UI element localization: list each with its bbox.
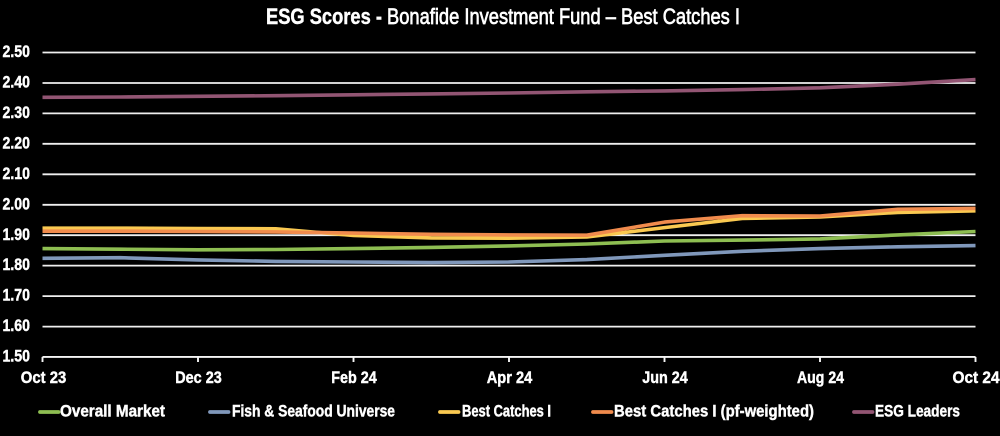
- svg-text:1.70: 1.70: [3, 286, 31, 305]
- svg-text:1.60: 1.60: [3, 316, 31, 335]
- svg-text:Apr 24: Apr 24: [487, 368, 533, 387]
- svg-text:1.90: 1.90: [3, 225, 31, 244]
- svg-text:Oct 24: Oct 24: [953, 368, 1000, 387]
- svg-text:Best Catches I (pf-weighted): Best Catches I (pf-weighted): [614, 402, 814, 420]
- svg-text:Overall Market: Overall Market: [60, 402, 165, 420]
- svg-text:Dec 23: Dec 23: [175, 368, 222, 387]
- svg-text:Best Catches I: Best Catches I: [462, 402, 551, 420]
- svg-text:2.20: 2.20: [3, 133, 31, 152]
- svg-text:ESG Scores - Bonafide Investme: ESG Scores - Bonafide Investment Fund – …: [266, 4, 740, 29]
- svg-text:1.80: 1.80: [3, 255, 31, 274]
- svg-text:ESG Leaders: ESG Leaders: [875, 402, 960, 420]
- svg-text:Oct 23: Oct 23: [21, 368, 67, 387]
- svg-text:2.00: 2.00: [3, 194, 31, 213]
- svg-text:2.40: 2.40: [3, 73, 31, 92]
- svg-text:Aug 24: Aug 24: [797, 368, 844, 387]
- svg-text:2.30: 2.30: [3, 103, 31, 122]
- svg-text:1.50: 1.50: [3, 347, 31, 366]
- svg-text:2.10: 2.10: [3, 164, 31, 183]
- svg-text:Fish & Seafood Universe: Fish & Seafood Universe: [232, 402, 395, 420]
- svg-text:2.50: 2.50: [3, 42, 31, 61]
- svg-text:Feb 24: Feb 24: [331, 368, 377, 387]
- svg-text:Jun 24: Jun 24: [642, 368, 688, 387]
